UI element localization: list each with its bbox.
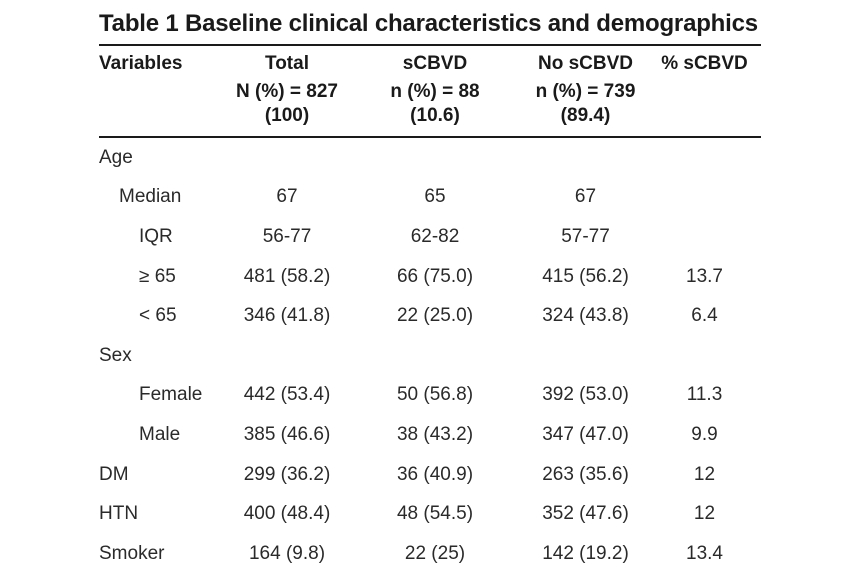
subheader-row: N (%) = 827 (100) n (%) = 88 (10.6) n (%) … <box>99 80 761 136</box>
cell-total: 481 (58.2) <box>243 265 331 287</box>
cell-pct-scbvd <box>648 178 761 218</box>
cell-pct-scbvd: 13.7 <box>686 265 723 287</box>
subheader-variables <box>99 80 227 136</box>
table-row: HTN 400 (48.4) 48 (54.5) 352 (47.6) 12 <box>99 494 761 534</box>
table-row: Sex <box>99 336 761 376</box>
row-label: HTN <box>99 503 139 525</box>
cell-scbvd: 22 (25) <box>404 542 466 564</box>
cell-no-scbvd: 142 (19.2) <box>542 542 629 564</box>
subheader-no-scbvd: n (%) = 739 (89.4) <box>535 81 636 126</box>
table-row: Male 385 (46.6) 38 (43.2) 347 (47.0) 9.9 <box>99 415 761 455</box>
cell-total <box>227 336 347 376</box>
subheader-total: N (%) = 827 (100) <box>236 81 338 126</box>
table-row: ≥ 65 481 (58.2) 66 (75.0) 415 (56.2) 13.7 <box>99 257 761 297</box>
cell-no-scbvd <box>523 138 648 178</box>
cell-pct-scbvd: 9.9 <box>691 423 718 445</box>
cell-no-scbvd: 392 (53.0) <box>542 384 629 406</box>
cell-no-scbvd: 67 <box>574 186 597 208</box>
cell-scbvd: 62-82 <box>410 225 460 247</box>
row-label: ≥ 65 <box>139 265 176 287</box>
row-label: Median <box>119 186 182 208</box>
cell-total: 346 (41.8) <box>243 305 331 327</box>
cell-scbvd: 65 <box>424 186 446 208</box>
row-label: Sex <box>99 344 132 366</box>
cell-scbvd: 50 (56.8) <box>396 384 474 406</box>
row-label: Age <box>99 146 133 168</box>
row-label: Female <box>139 384 203 406</box>
data-table-body: Age Median 67 65 67 IQR 56-77 62-82 57-77 ≥ 65 481… <box>99 138 761 574</box>
cell-pct-scbvd <box>648 138 761 178</box>
table-row: < 65 346 (41.8) 22 (25.0) 324 (43.8) 6.4 <box>99 296 761 336</box>
row-label: IQR <box>139 225 173 247</box>
cell-scbvd: 66 (75.0) <box>396 265 474 287</box>
column-header-scbvd: sCBVD <box>402 53 468 74</box>
cell-scbvd <box>347 138 523 178</box>
column-header-variables: Variables <box>99 53 183 74</box>
cell-total: 442 (53.4) <box>243 384 331 406</box>
cell-pct-scbvd: 11.3 <box>686 384 723 406</box>
cell-pct-scbvd: 6.4 <box>691 305 718 327</box>
cell-pct-scbvd: 12 <box>693 463 716 485</box>
header-rule <box>99 136 761 138</box>
cell-scbvd <box>347 336 523 376</box>
row-label: DM <box>99 463 129 485</box>
cell-scbvd: 36 (40.9) <box>396 463 474 485</box>
table-title: Table 1 Baseline clinical characteristic… <box>99 10 758 37</box>
table-row: Smoker 164 (9.8) 22 (25) 142 (19.2) 13.4 <box>99 534 761 574</box>
cell-scbvd: 38 (43.2) <box>396 423 474 445</box>
table-row: Age <box>99 138 761 178</box>
cell-scbvd: 22 (25.0) <box>396 305 474 327</box>
cell-total: 299 (36.2) <box>243 463 331 485</box>
cell-no-scbvd: 263 (35.6) <box>542 463 629 485</box>
cell-total: 67 <box>276 186 298 208</box>
subheader-scbvd: n (%) = 88 (10.6) <box>390 81 480 126</box>
column-header-total: Total <box>265 53 309 74</box>
table-row: IQR 56-77 62-82 57-77 <box>99 217 761 257</box>
row-label: Smoker <box>99 542 165 564</box>
table-row: Median 67 65 67 <box>99 178 761 218</box>
subheader-pct-scbvd <box>648 80 761 136</box>
cell-no-scbvd: 415 (56.2) <box>542 265 629 287</box>
column-header-pct-scbvd: % sCBVD <box>661 53 748 74</box>
cell-pct-scbvd: 12 <box>693 503 716 525</box>
table-row: DM 299 (36.2) 36 (40.9) 263 (35.6) 12 <box>99 455 761 495</box>
cell-no-scbvd: 324 (43.8) <box>542 305 629 327</box>
cell-no-scbvd: 347 (47.0) <box>542 423 629 445</box>
column-header-no-scbvd: No sCBVD <box>537 53 633 74</box>
data-table: Variables Total sCBVD No sCBVD % sCBVD N… <box>99 46 761 136</box>
cell-no-scbvd <box>523 336 648 376</box>
row-label: < 65 <box>139 305 177 327</box>
table-row: Female 442 (53.4) 50 (56.8) 392 (53.0) 11.3 <box>99 376 761 416</box>
cell-total: 385 (46.6) <box>243 423 331 445</box>
cell-pct-scbvd: 13.4 <box>686 542 723 564</box>
cell-no-scbvd: 352 (47.6) <box>542 503 629 525</box>
header-row: Variables Total sCBVD No sCBVD % sCBVD <box>99 46 761 80</box>
cell-no-scbvd: 57-77 <box>561 225 610 247</box>
cell-total: 56-77 <box>262 225 312 247</box>
cell-total <box>227 138 347 178</box>
cell-total: 400 (48.4) <box>243 503 331 525</box>
cell-pct-scbvd <box>648 336 761 376</box>
document: Table 1 Baseline clinical characteristic… <box>99 8 761 574</box>
row-label: Male <box>139 423 181 445</box>
cell-total: 164 (9.8) <box>248 542 326 564</box>
cell-scbvd: 48 (54.5) <box>396 503 474 525</box>
top-rule <box>99 44 761 46</box>
cell-pct-scbvd <box>648 217 761 257</box>
